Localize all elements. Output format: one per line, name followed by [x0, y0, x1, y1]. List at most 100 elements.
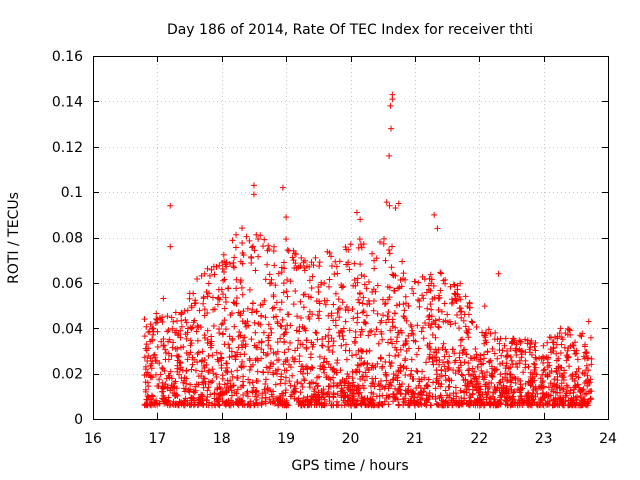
data-point	[433, 349, 440, 356]
data-point	[397, 346, 404, 353]
data-point	[287, 393, 294, 400]
data-point	[508, 379, 515, 386]
data-point	[508, 357, 515, 364]
data-point	[430, 318, 437, 325]
data-point	[583, 390, 590, 397]
data-point	[402, 276, 409, 283]
data-point	[260, 329, 267, 336]
data-point	[530, 360, 537, 367]
data-point	[357, 361, 364, 368]
data-point	[341, 393, 348, 400]
data-point	[240, 382, 247, 389]
data-point	[497, 392, 504, 399]
data-point	[563, 352, 570, 359]
data-point	[248, 336, 255, 343]
data-point	[497, 371, 504, 378]
data-point	[213, 371, 220, 378]
data-point	[188, 340, 195, 347]
data-point	[368, 327, 375, 334]
data-point	[157, 371, 164, 378]
data-point	[315, 382, 321, 389]
data-point	[173, 385, 180, 392]
data-point	[216, 401, 223, 408]
data-point	[195, 394, 202, 401]
data-point	[225, 400, 232, 407]
data-point	[211, 306, 218, 313]
data-point	[293, 327, 300, 334]
data-point	[316, 353, 323, 360]
data-point	[176, 371, 183, 378]
data-point	[218, 362, 225, 369]
data-point	[177, 344, 184, 351]
data-point	[444, 311, 451, 318]
data-point	[203, 397, 210, 404]
data-point	[512, 379, 519, 386]
data-point	[296, 353, 303, 360]
data-point	[233, 231, 240, 238]
data-point	[209, 352, 216, 359]
data-point	[536, 383, 543, 390]
data-point	[238, 284, 245, 291]
data-point	[209, 366, 216, 373]
data-point	[360, 396, 367, 403]
data-point	[359, 300, 366, 307]
data-point	[303, 337, 310, 344]
data-point	[169, 401, 176, 408]
data-point	[503, 360, 510, 367]
data-point	[213, 349, 220, 356]
data-point	[441, 300, 448, 307]
data-point	[543, 401, 550, 408]
data-point	[278, 269, 285, 276]
data-point	[491, 336, 498, 343]
data-point	[332, 322, 339, 329]
data-point	[462, 377, 469, 384]
data-point	[280, 280, 287, 287]
data-point	[564, 347, 571, 354]
data-point	[318, 394, 325, 401]
data-point	[409, 285, 416, 292]
data-point	[420, 335, 427, 342]
data-point	[205, 369, 212, 376]
data-point	[421, 385, 428, 392]
data-point	[397, 327, 404, 334]
data-point	[395, 200, 402, 207]
x-tick-label: 23	[535, 431, 553, 447]
data-point	[298, 380, 305, 387]
data-point	[232, 244, 239, 251]
y-tick-label: 0.08	[52, 231, 83, 247]
data-point	[154, 344, 161, 351]
data-point	[175, 330, 182, 337]
data-point	[326, 283, 333, 290]
data-point	[300, 304, 307, 311]
data-point	[392, 385, 399, 392]
data-point	[238, 397, 245, 404]
data-point	[520, 369, 527, 376]
data-point	[416, 298, 423, 305]
data-point	[513, 351, 520, 358]
data-point	[449, 299, 456, 306]
data-point	[494, 384, 501, 391]
data-point	[457, 342, 464, 349]
data-point	[383, 199, 390, 206]
y-tick-label: 0.04	[52, 321, 83, 337]
data-point	[350, 315, 357, 322]
data-point	[244, 318, 251, 325]
data-point	[512, 347, 519, 354]
data-point	[503, 398, 510, 405]
data-point	[175, 353, 182, 360]
data-point	[583, 362, 590, 369]
data-point	[510, 335, 517, 342]
data-point	[261, 297, 268, 304]
data-point	[584, 377, 591, 384]
data-point	[205, 384, 212, 391]
data-point	[338, 284, 345, 291]
data-point	[429, 295, 436, 302]
data-point	[340, 392, 347, 399]
data-point	[270, 248, 277, 255]
data-point	[389, 96, 396, 103]
data-point	[492, 388, 499, 395]
data-point	[387, 327, 394, 334]
data-point	[252, 329, 259, 336]
data-point	[442, 317, 449, 324]
data-point	[358, 326, 365, 333]
